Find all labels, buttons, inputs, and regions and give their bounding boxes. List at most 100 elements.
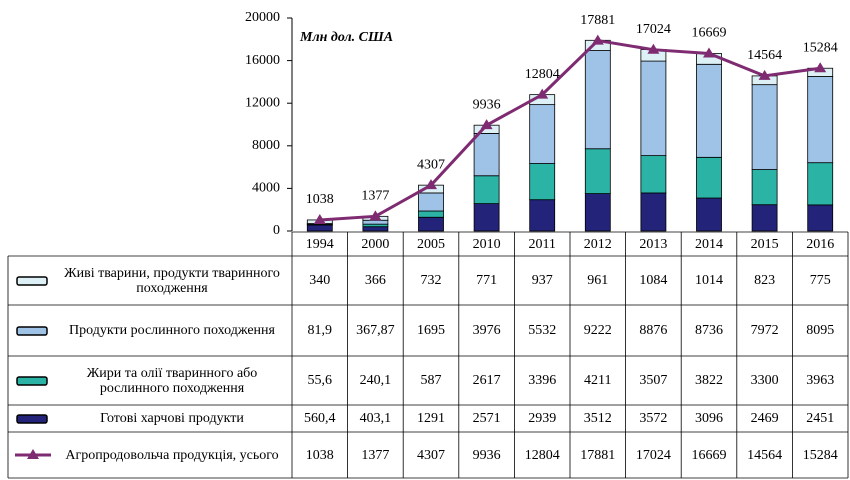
table-value: 3507 bbox=[639, 373, 668, 388]
table-value: 7972 bbox=[750, 323, 779, 338]
bar-segment bbox=[529, 104, 556, 164]
data-label: 14564 bbox=[747, 48, 782, 63]
data-label: 1038 bbox=[306, 192, 334, 207]
table-value: 16669 bbox=[691, 447, 727, 463]
table-value: 1014 bbox=[694, 273, 723, 288]
table-value: 3396 bbox=[528, 373, 557, 388]
table-value: 771 bbox=[476, 273, 498, 288]
table-value: 2939 bbox=[528, 411, 557, 426]
legend-swatch bbox=[16, 275, 48, 286]
bar-segment bbox=[640, 192, 667, 232]
bar-segment bbox=[807, 204, 834, 232]
bar-segment bbox=[696, 197, 722, 232]
table-value: 2451 bbox=[806, 411, 835, 426]
bar-segment bbox=[529, 163, 556, 201]
table-value: 3300 bbox=[750, 373, 779, 388]
bar-segment bbox=[807, 76, 834, 164]
table-value: 12804 bbox=[524, 447, 560, 463]
y-tick-label: 0 bbox=[273, 223, 280, 238]
x-tick-label: 2012 bbox=[583, 236, 612, 252]
legend-key bbox=[16, 275, 48, 286]
table-value: 8736 bbox=[694, 323, 723, 338]
table-value: 1377 bbox=[361, 447, 390, 463]
legend-key bbox=[16, 325, 48, 336]
data-label: 4307 bbox=[417, 157, 445, 172]
data-label: 15284 bbox=[803, 40, 838, 55]
bar-segment bbox=[584, 193, 611, 232]
legend-key bbox=[15, 449, 51, 459]
table-value: 17024 bbox=[635, 447, 671, 463]
legend-entry: Агропродовольча продукція, усього bbox=[9, 432, 291, 478]
table-value: 3572 bbox=[639, 411, 668, 426]
table-value: 8876 bbox=[639, 323, 668, 338]
y-tick-label: 20000 bbox=[245, 10, 280, 25]
legend-label: Агропродовольча продукція, усього bbox=[65, 447, 279, 463]
legend-entry: Живі тварини, продукти тваринного походж… bbox=[9, 256, 291, 305]
table-value: 5532 bbox=[528, 323, 557, 338]
legend-key bbox=[16, 413, 48, 424]
bar-segment bbox=[473, 203, 500, 232]
line-marker bbox=[647, 43, 660, 54]
bar-segment bbox=[529, 199, 556, 232]
bar-segment bbox=[751, 84, 778, 170]
table-value: 3976 bbox=[472, 323, 501, 338]
table-value: 240,1 bbox=[359, 373, 392, 388]
y-tick-label: 12000 bbox=[245, 95, 280, 110]
table-value: 14564 bbox=[747, 447, 783, 463]
table-value: 3963 bbox=[806, 373, 835, 388]
legend-label: Жири та олії тваринного або рослинного п… bbox=[86, 365, 258, 396]
bar-segment bbox=[362, 226, 389, 232]
table-value: 732 bbox=[420, 273, 442, 288]
table-value: 2617 bbox=[472, 373, 501, 388]
table-value: 1695 bbox=[416, 323, 445, 338]
bar-segment bbox=[584, 148, 611, 194]
x-tick-label: 2013 bbox=[639, 236, 668, 252]
x-tick-label: 2015 bbox=[750, 236, 779, 252]
table-value: 55,6 bbox=[307, 373, 333, 388]
x-tick-label: 2016 bbox=[806, 236, 835, 252]
table-value: 8095 bbox=[806, 323, 835, 338]
x-tick-label: 2005 bbox=[416, 236, 445, 252]
line-marker bbox=[369, 210, 382, 221]
legend-key bbox=[16, 375, 48, 386]
table-value: 961 bbox=[587, 273, 609, 288]
table-value: 2469 bbox=[750, 411, 779, 426]
table-value: 560,4 bbox=[304, 411, 336, 426]
legend-entry: Продукти рослинного походження bbox=[9, 305, 291, 356]
data-label: 1377 bbox=[361, 189, 389, 204]
table-value: 3512 bbox=[583, 411, 612, 426]
data-label: 16669 bbox=[692, 26, 727, 41]
bar-segment bbox=[473, 133, 500, 177]
legend-swatch bbox=[16, 375, 48, 386]
legend-swatch bbox=[16, 325, 48, 336]
bar-segment bbox=[584, 50, 611, 150]
x-tick-label: 2011 bbox=[528, 236, 556, 252]
legend-swatch bbox=[16, 413, 48, 424]
y-tick-label: 4000 bbox=[252, 181, 280, 196]
bar-segment bbox=[696, 156, 722, 199]
table-value: 1084 bbox=[639, 273, 668, 288]
table-value: 823 bbox=[754, 273, 776, 288]
bar-segment bbox=[696, 63, 722, 158]
bar-segment bbox=[418, 216, 444, 232]
legend-entry: Жири та олії тваринного або рослинного п… bbox=[9, 356, 291, 405]
line-marker bbox=[591, 34, 604, 45]
bar-segment bbox=[751, 169, 778, 206]
table-value: 775 bbox=[809, 273, 831, 288]
bar-segment bbox=[418, 192, 444, 212]
legend-marker bbox=[27, 449, 39, 459]
bar-segment bbox=[418, 210, 444, 218]
bar-segment bbox=[362, 219, 389, 225]
line-marker bbox=[814, 62, 827, 73]
total-line bbox=[319, 38, 821, 222]
x-tick-label: 2000 bbox=[361, 236, 390, 252]
table-value: 4211 bbox=[584, 373, 612, 388]
table-value: 4307 bbox=[416, 447, 445, 463]
y-tick-label: 8000 bbox=[252, 138, 280, 153]
legend-entry: Готові харчові продукти bbox=[9, 405, 291, 432]
x-tick-label: 2014 bbox=[694, 236, 723, 252]
line-marker bbox=[703, 47, 715, 58]
bar-segment bbox=[640, 60, 667, 157]
line-marker bbox=[536, 88, 549, 99]
